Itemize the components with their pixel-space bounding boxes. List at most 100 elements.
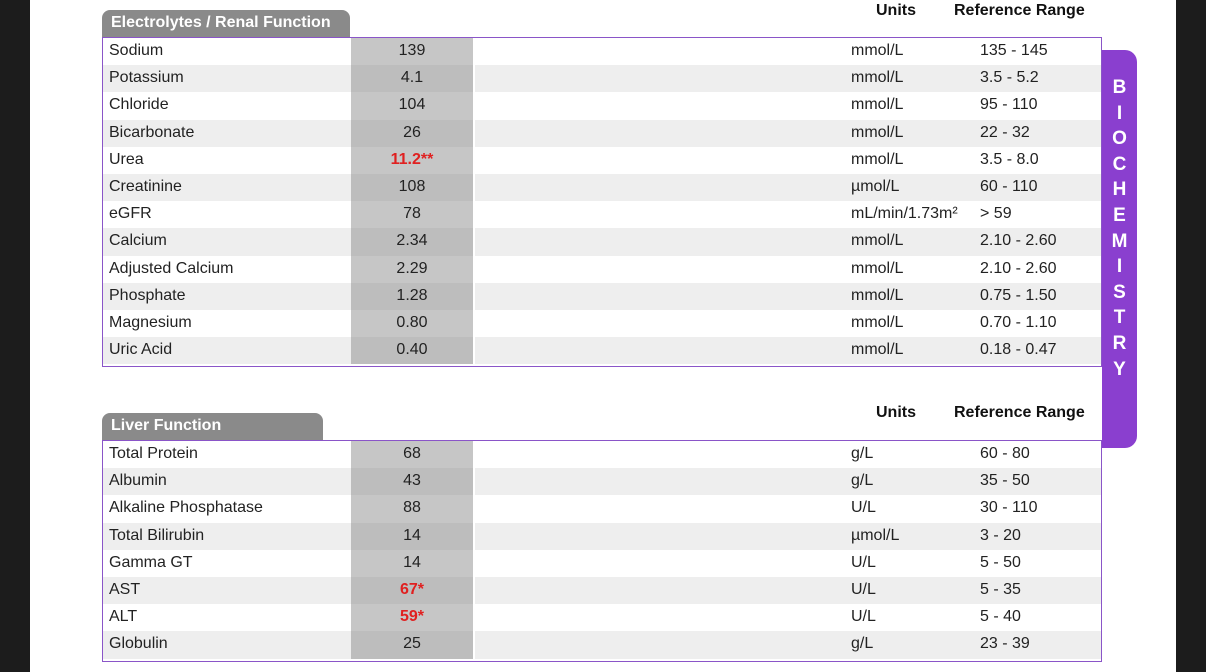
test-result: 88	[403, 499, 421, 517]
test-result: 0.80	[396, 313, 428, 331]
test-unit: mmol/L	[851, 259, 904, 277]
reference-range: 60 - 110	[980, 177, 1038, 195]
test-unit: mmol/L	[851, 286, 904, 304]
reference-range: 22 - 32	[980, 123, 1030, 141]
column-divider	[473, 201, 475, 229]
side-label-letter: Y	[1113, 358, 1126, 380]
units-header-1: Units	[876, 2, 916, 19]
result-cell-bg	[351, 604, 473, 632]
reference-range: 60 - 80	[980, 445, 1030, 462]
test-unit: U/L	[851, 608, 876, 626]
test-unit: mmol/L	[851, 341, 904, 359]
test-unit: µmol/L	[851, 526, 900, 544]
table-row: Globulin 25 g/L 23 - 39	[103, 631, 1101, 659]
reference-range: > 59	[980, 205, 1012, 223]
table-row: Total Protein 68 g/L 60 - 80	[103, 441, 1101, 469]
result-cell-bg	[351, 255, 473, 283]
test-unit: mmol/L	[851, 123, 904, 141]
table-row: Adjusted Calcium 2.29 mmol/L 2.10 - 2.60	[103, 255, 1101, 283]
result-cell-bg	[351, 576, 473, 605]
reference-range: 95 - 110	[980, 96, 1038, 114]
result-cell-bg	[351, 228, 473, 256]
test-name: Phosphate	[109, 286, 186, 304]
reference-range: 3 - 20	[980, 526, 1021, 544]
test-name: Total Bilirubin	[109, 526, 205, 544]
test-name: Chloride	[109, 96, 169, 114]
column-divider	[473, 468, 475, 496]
test-unit: mmol/L	[851, 232, 904, 250]
section-title-electrolytes: Electrolytes / Renal Function	[102, 10, 350, 38]
side-label-letter: O	[1112, 128, 1127, 150]
table-row: Sodium 139 mmol/L 135 - 145	[103, 38, 1101, 66]
test-name: Albumin	[109, 472, 167, 490]
table-row: Gamma GT 14 U/L 5 - 50	[103, 549, 1101, 577]
side-label-letter: M	[1111, 230, 1128, 252]
column-divider	[473, 495, 475, 523]
test-result: 67*	[399, 580, 425, 598]
reference-range: 0.70 - 1.10	[980, 313, 1057, 331]
reference-range: 30 - 110	[980, 499, 1038, 517]
column-divider	[473, 255, 475, 283]
result-cell-bg	[351, 201, 473, 229]
test-result: 25	[403, 635, 421, 653]
side-label-letter: S	[1113, 281, 1126, 303]
side-label-letter: T	[1113, 307, 1126, 329]
table-row: AST 67* U/L 5 - 35	[103, 576, 1101, 605]
side-label-letter: I	[1116, 256, 1123, 278]
test-result: 0.40	[396, 341, 428, 359]
test-unit: U/L	[851, 553, 876, 571]
test-unit: U/L	[851, 499, 876, 517]
column-divider	[473, 65, 475, 93]
reference-range: 23 - 39	[980, 635, 1030, 653]
result-cell-bg	[351, 282, 473, 310]
test-result: 2.29	[396, 259, 428, 277]
column-divider	[473, 228, 475, 256]
reference-range: 2.10 - 2.60	[980, 232, 1057, 250]
test-result: 2.34	[396, 232, 428, 250]
test-unit: mmol/L	[851, 69, 904, 87]
report-page: Units Reference Range Electrolytes / Ren…	[30, 0, 1176, 672]
test-result: 108	[398, 177, 426, 195]
side-label-letter: C	[1112, 153, 1127, 175]
test-name: Bicarbonate	[109, 123, 195, 141]
test-name: eGFR	[109, 205, 152, 223]
test-unit: U/L	[851, 580, 876, 598]
side-label-letter: H	[1112, 179, 1127, 201]
table-row: Total Bilirubin 14 µmol/L 3 - 20	[103, 522, 1101, 550]
column-divider	[473, 119, 475, 147]
column-divider	[473, 309, 475, 338]
test-unit: mmol/L	[851, 42, 904, 59]
result-cell-bg	[351, 92, 473, 120]
test-result: 26	[403, 123, 421, 141]
test-name: Sodium	[109, 42, 164, 59]
range-header-1: Reference Range	[954, 2, 1085, 19]
column-divider	[473, 38, 475, 66]
table-row: Bicarbonate 26 mmol/L 22 - 32	[103, 119, 1101, 147]
test-unit: µmol/L	[851, 177, 900, 195]
test-result: 78	[403, 205, 421, 223]
column-divider	[473, 146, 475, 174]
test-name: AST	[109, 580, 141, 598]
test-result: 1.28	[396, 286, 428, 304]
test-result: 14	[403, 553, 421, 571]
table-row: ALT 59* U/L 5 - 40	[103, 604, 1101, 632]
result-cell-bg	[351, 65, 473, 93]
units-header-2: Units	[876, 404, 916, 421]
table-row: Uric Acid 0.40 mmol/L 0.18 - 0.47	[103, 337, 1101, 365]
test-result: 43	[403, 472, 421, 490]
test-name: Calcium	[109, 232, 167, 250]
test-name: Potassium	[109, 69, 184, 87]
table-row: Phosphate 1.28 mmol/L 0.75 - 1.50	[103, 282, 1101, 310]
table-row: Creatinine 108 µmol/L 60 - 110	[103, 173, 1101, 202]
result-cell-bg	[351, 468, 473, 496]
column-divider	[473, 549, 475, 577]
reference-range: 5 - 35	[980, 580, 1021, 598]
test-result: 14	[403, 526, 421, 544]
test-name: Creatinine	[109, 177, 182, 195]
result-cell-bg	[351, 337, 473, 365]
reference-range: 135 - 145	[980, 42, 1048, 59]
reference-range: 5 - 50	[980, 553, 1021, 571]
test-unit: mmol/L	[851, 96, 904, 114]
results-table-liver: Total Protein 68 g/L 60 - 80 Albumin 43 g/L 35 …	[102, 440, 1102, 662]
